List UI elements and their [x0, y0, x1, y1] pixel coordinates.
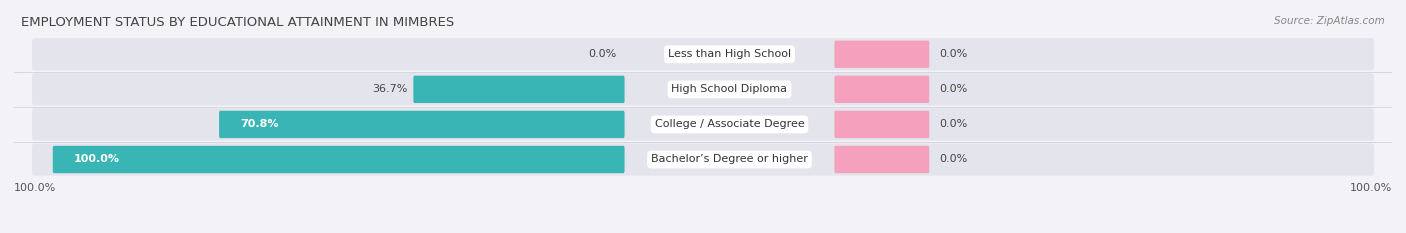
- Text: Bachelor’s Degree or higher: Bachelor’s Degree or higher: [651, 154, 808, 164]
- FancyBboxPatch shape: [834, 146, 929, 173]
- Text: Less than High School: Less than High School: [668, 49, 792, 59]
- Text: 100.0%: 100.0%: [73, 154, 120, 164]
- FancyBboxPatch shape: [413, 76, 624, 103]
- FancyBboxPatch shape: [32, 143, 1374, 176]
- Text: High School Diploma: High School Diploma: [672, 84, 787, 94]
- FancyBboxPatch shape: [32, 73, 1374, 106]
- Text: 36.7%: 36.7%: [373, 84, 408, 94]
- Text: 100.0%: 100.0%: [14, 183, 56, 193]
- Text: Source: ZipAtlas.com: Source: ZipAtlas.com: [1274, 16, 1385, 26]
- FancyBboxPatch shape: [834, 111, 929, 138]
- Text: 100.0%: 100.0%: [1350, 183, 1392, 193]
- Text: EMPLOYMENT STATUS BY EDUCATIONAL ATTAINMENT IN MIMBRES: EMPLOYMENT STATUS BY EDUCATIONAL ATTAINM…: [21, 16, 454, 29]
- Text: 0.0%: 0.0%: [589, 49, 617, 59]
- FancyBboxPatch shape: [834, 41, 929, 68]
- FancyBboxPatch shape: [32, 108, 1374, 140]
- Text: College / Associate Degree: College / Associate Degree: [655, 120, 804, 129]
- FancyBboxPatch shape: [32, 38, 1374, 70]
- Text: 0.0%: 0.0%: [939, 84, 967, 94]
- Text: 0.0%: 0.0%: [939, 154, 967, 164]
- Text: 0.0%: 0.0%: [939, 49, 967, 59]
- Text: 70.8%: 70.8%: [240, 120, 278, 129]
- FancyBboxPatch shape: [834, 76, 929, 103]
- FancyBboxPatch shape: [219, 111, 624, 138]
- Text: 0.0%: 0.0%: [939, 120, 967, 129]
- FancyBboxPatch shape: [53, 146, 624, 173]
